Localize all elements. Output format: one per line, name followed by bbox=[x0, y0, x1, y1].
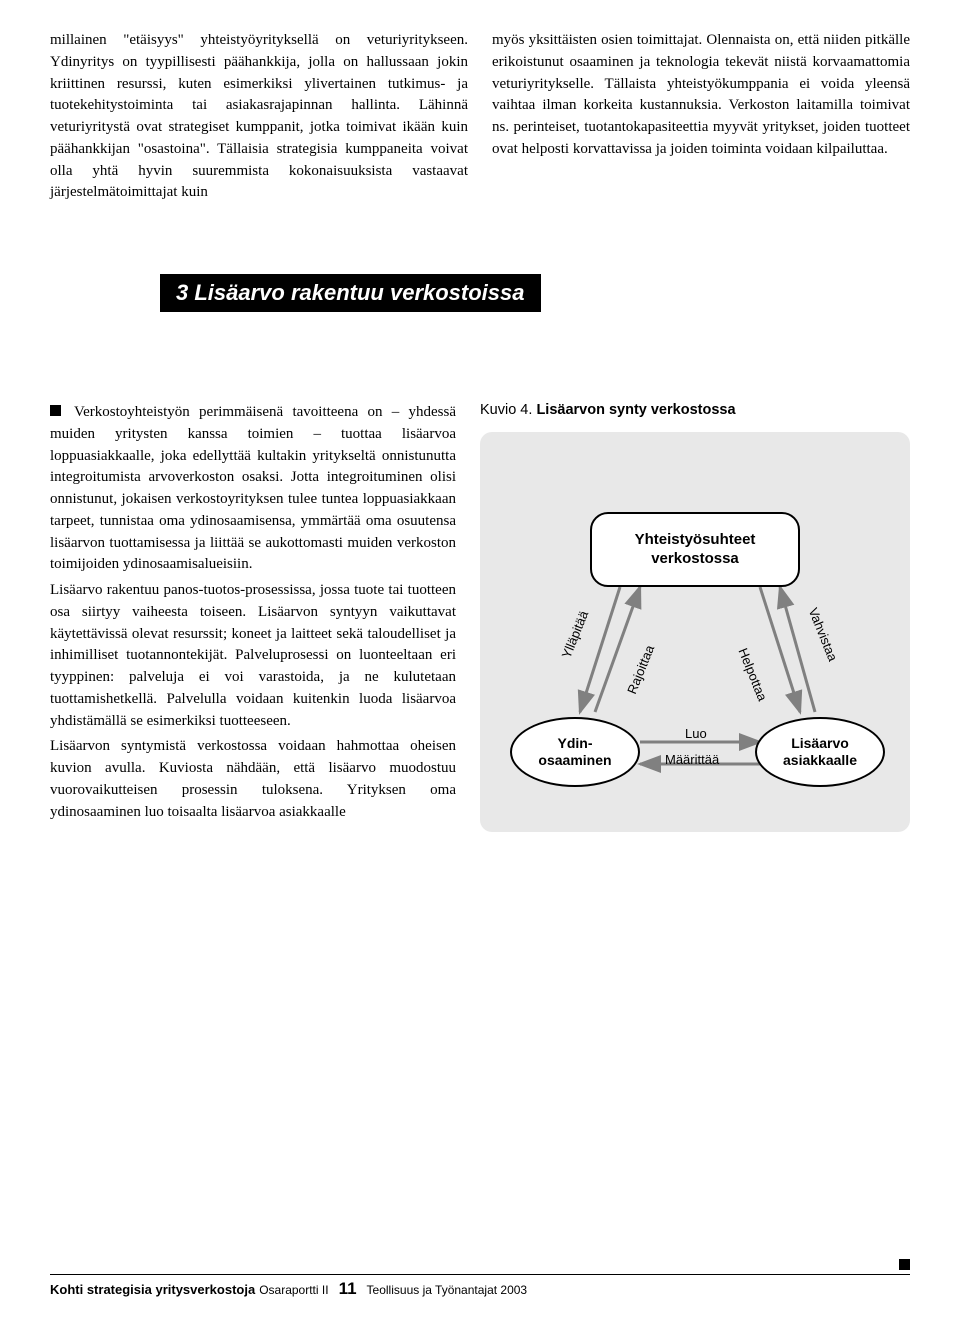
section-title-banner: 3 Lisäarvo rakentuu verkostoissa bbox=[160, 274, 541, 312]
node-left-line2: osaaminen bbox=[512, 752, 638, 769]
paragraph-3: Lisäarvon syntymistä verkostossa voidaan… bbox=[50, 736, 456, 823]
node-top-line1: Yhteistyösuhteet bbox=[592, 531, 798, 550]
footer-page-number: 11 bbox=[339, 1279, 357, 1299]
page-footer: Kohti strategisia yritysverkostoja Osara… bbox=[50, 1274, 910, 1299]
top-text-columns: millainen "etäisyys" yhteistyöyrityksell… bbox=[50, 30, 910, 204]
paragraph-1: Verkostoyhteistyön perimmäisenä tavoitte… bbox=[50, 404, 456, 572]
node-top-line2: verkostossa bbox=[592, 550, 798, 569]
diagram: Yhteistyösuhteet verkostossa Ydin- osaam… bbox=[480, 432, 910, 832]
edge-helpottaa: Helpottaa bbox=[735, 646, 770, 703]
mid-left-text: Verkostoyhteistyön perimmäisenä tavoitte… bbox=[50, 402, 456, 832]
footer-square-icon bbox=[899, 1259, 910, 1270]
footer-subtitle: Osaraportti II bbox=[259, 1283, 328, 1297]
node-right-line2: asiakkaalle bbox=[757, 752, 883, 769]
edge-luo: Luo bbox=[685, 726, 707, 741]
paragraph-2: Lisäarvo rakentuu panos-tuotos-prosessis… bbox=[50, 580, 456, 732]
figure-title: Lisäarvon synty verkostossa bbox=[536, 402, 735, 418]
edge-vahvistaa: Vahvistaa bbox=[806, 606, 841, 664]
node-right: Lisäarvo asiakkaalle bbox=[755, 717, 885, 787]
edge-yllapitaa: Ylläpitää bbox=[559, 609, 592, 661]
bullet-icon bbox=[50, 405, 61, 416]
node-left-line1: Ydin- bbox=[512, 735, 638, 752]
footer-publisher: Teollisuus ja Työnantajat 2003 bbox=[367, 1283, 528, 1297]
top-right-column: myös yksittäisten osien toimittajat. Ole… bbox=[492, 30, 910, 204]
footer-title: Kohti strategisia yritysverkostoja bbox=[50, 1282, 255, 1297]
top-left-column: millainen "etäisyys" yhteistyöyrityksell… bbox=[50, 30, 468, 204]
node-right-line1: Lisäarvo bbox=[757, 735, 883, 752]
figure-column: Kuvio 4. Lisäarvon synty verkostossa bbox=[480, 402, 910, 832]
figure-caption: Kuvio 4. Lisäarvon synty verkostossa bbox=[480, 402, 910, 418]
edge-rajoittaa: Rajoittaa bbox=[624, 643, 657, 696]
node-top: Yhteistyösuhteet verkostossa bbox=[590, 512, 800, 587]
edge-maarittaa: Määrittää bbox=[665, 752, 719, 767]
figure-prefix: Kuvio 4. bbox=[480, 402, 532, 418]
node-left: Ydin- osaaminen bbox=[510, 717, 640, 787]
